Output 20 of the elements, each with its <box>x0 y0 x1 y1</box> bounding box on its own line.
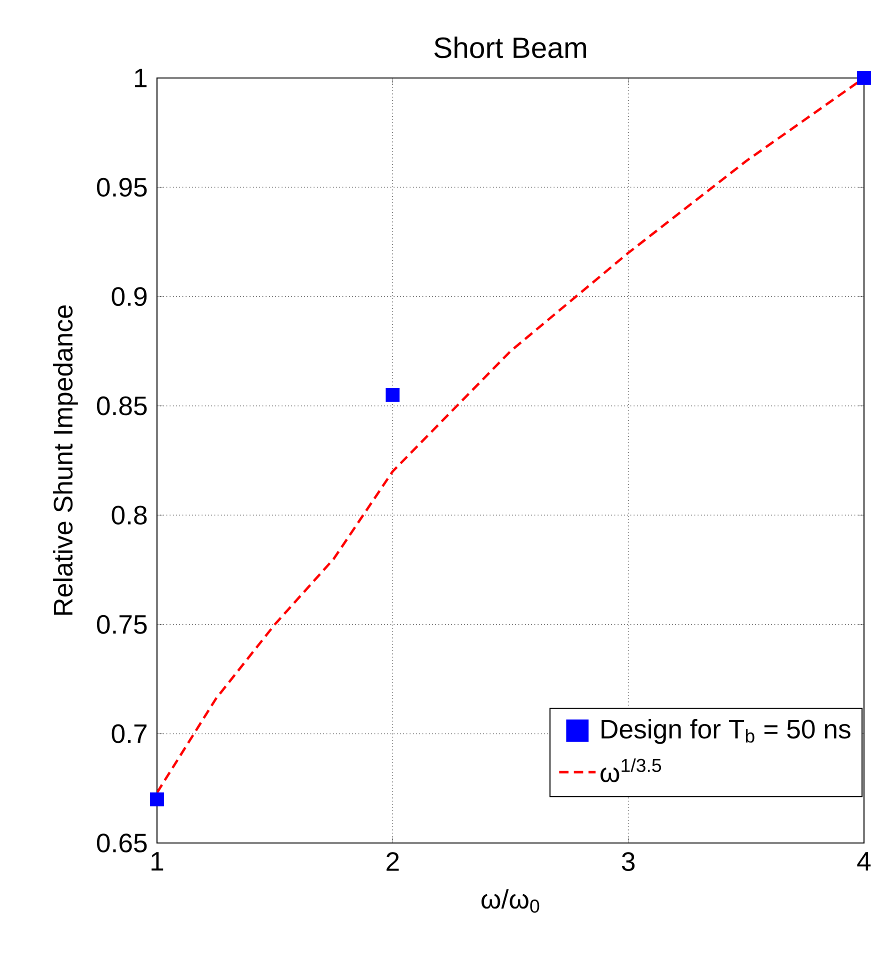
chart-title: Short Beam <box>434 36 586 58</box>
x-axis-title: ω/ω$_{0}$ <box>482 889 540 913</box>
point <box>857 71 871 85</box>
point <box>386 388 400 402</box>
y-tick-label: 1 <box>135 68 147 88</box>
y-tick-label: 0.75 <box>96 614 147 634</box>
x-tick-label: 1 <box>152 852 164 870</box>
y-tick-label: 0.9 <box>112 287 147 306</box>
y-axis-title: Relative Shunt Impedance <box>53 305 78 615</box>
legend-label: Design for T$_{b}$ = 50 ns <box>602 719 850 744</box>
x-tick-label: 3 <box>622 852 635 872</box>
y-tick-label: 0.95 <box>96 178 147 197</box>
y-tick-label: 0.85 <box>96 396 147 416</box>
y-tick-label: 0.65 <box>96 834 147 852</box>
y-tick-label: 0.8 <box>112 506 147 525</box>
y-tick-label: 0.7 <box>112 724 146 744</box>
legend-label: ω$^{1/3.5}$ <box>600 758 662 782</box>
x-tick-label: 2 <box>386 852 399 871</box>
x-tick-label: 4 <box>857 852 871 870</box>
point <box>150 792 164 806</box>
